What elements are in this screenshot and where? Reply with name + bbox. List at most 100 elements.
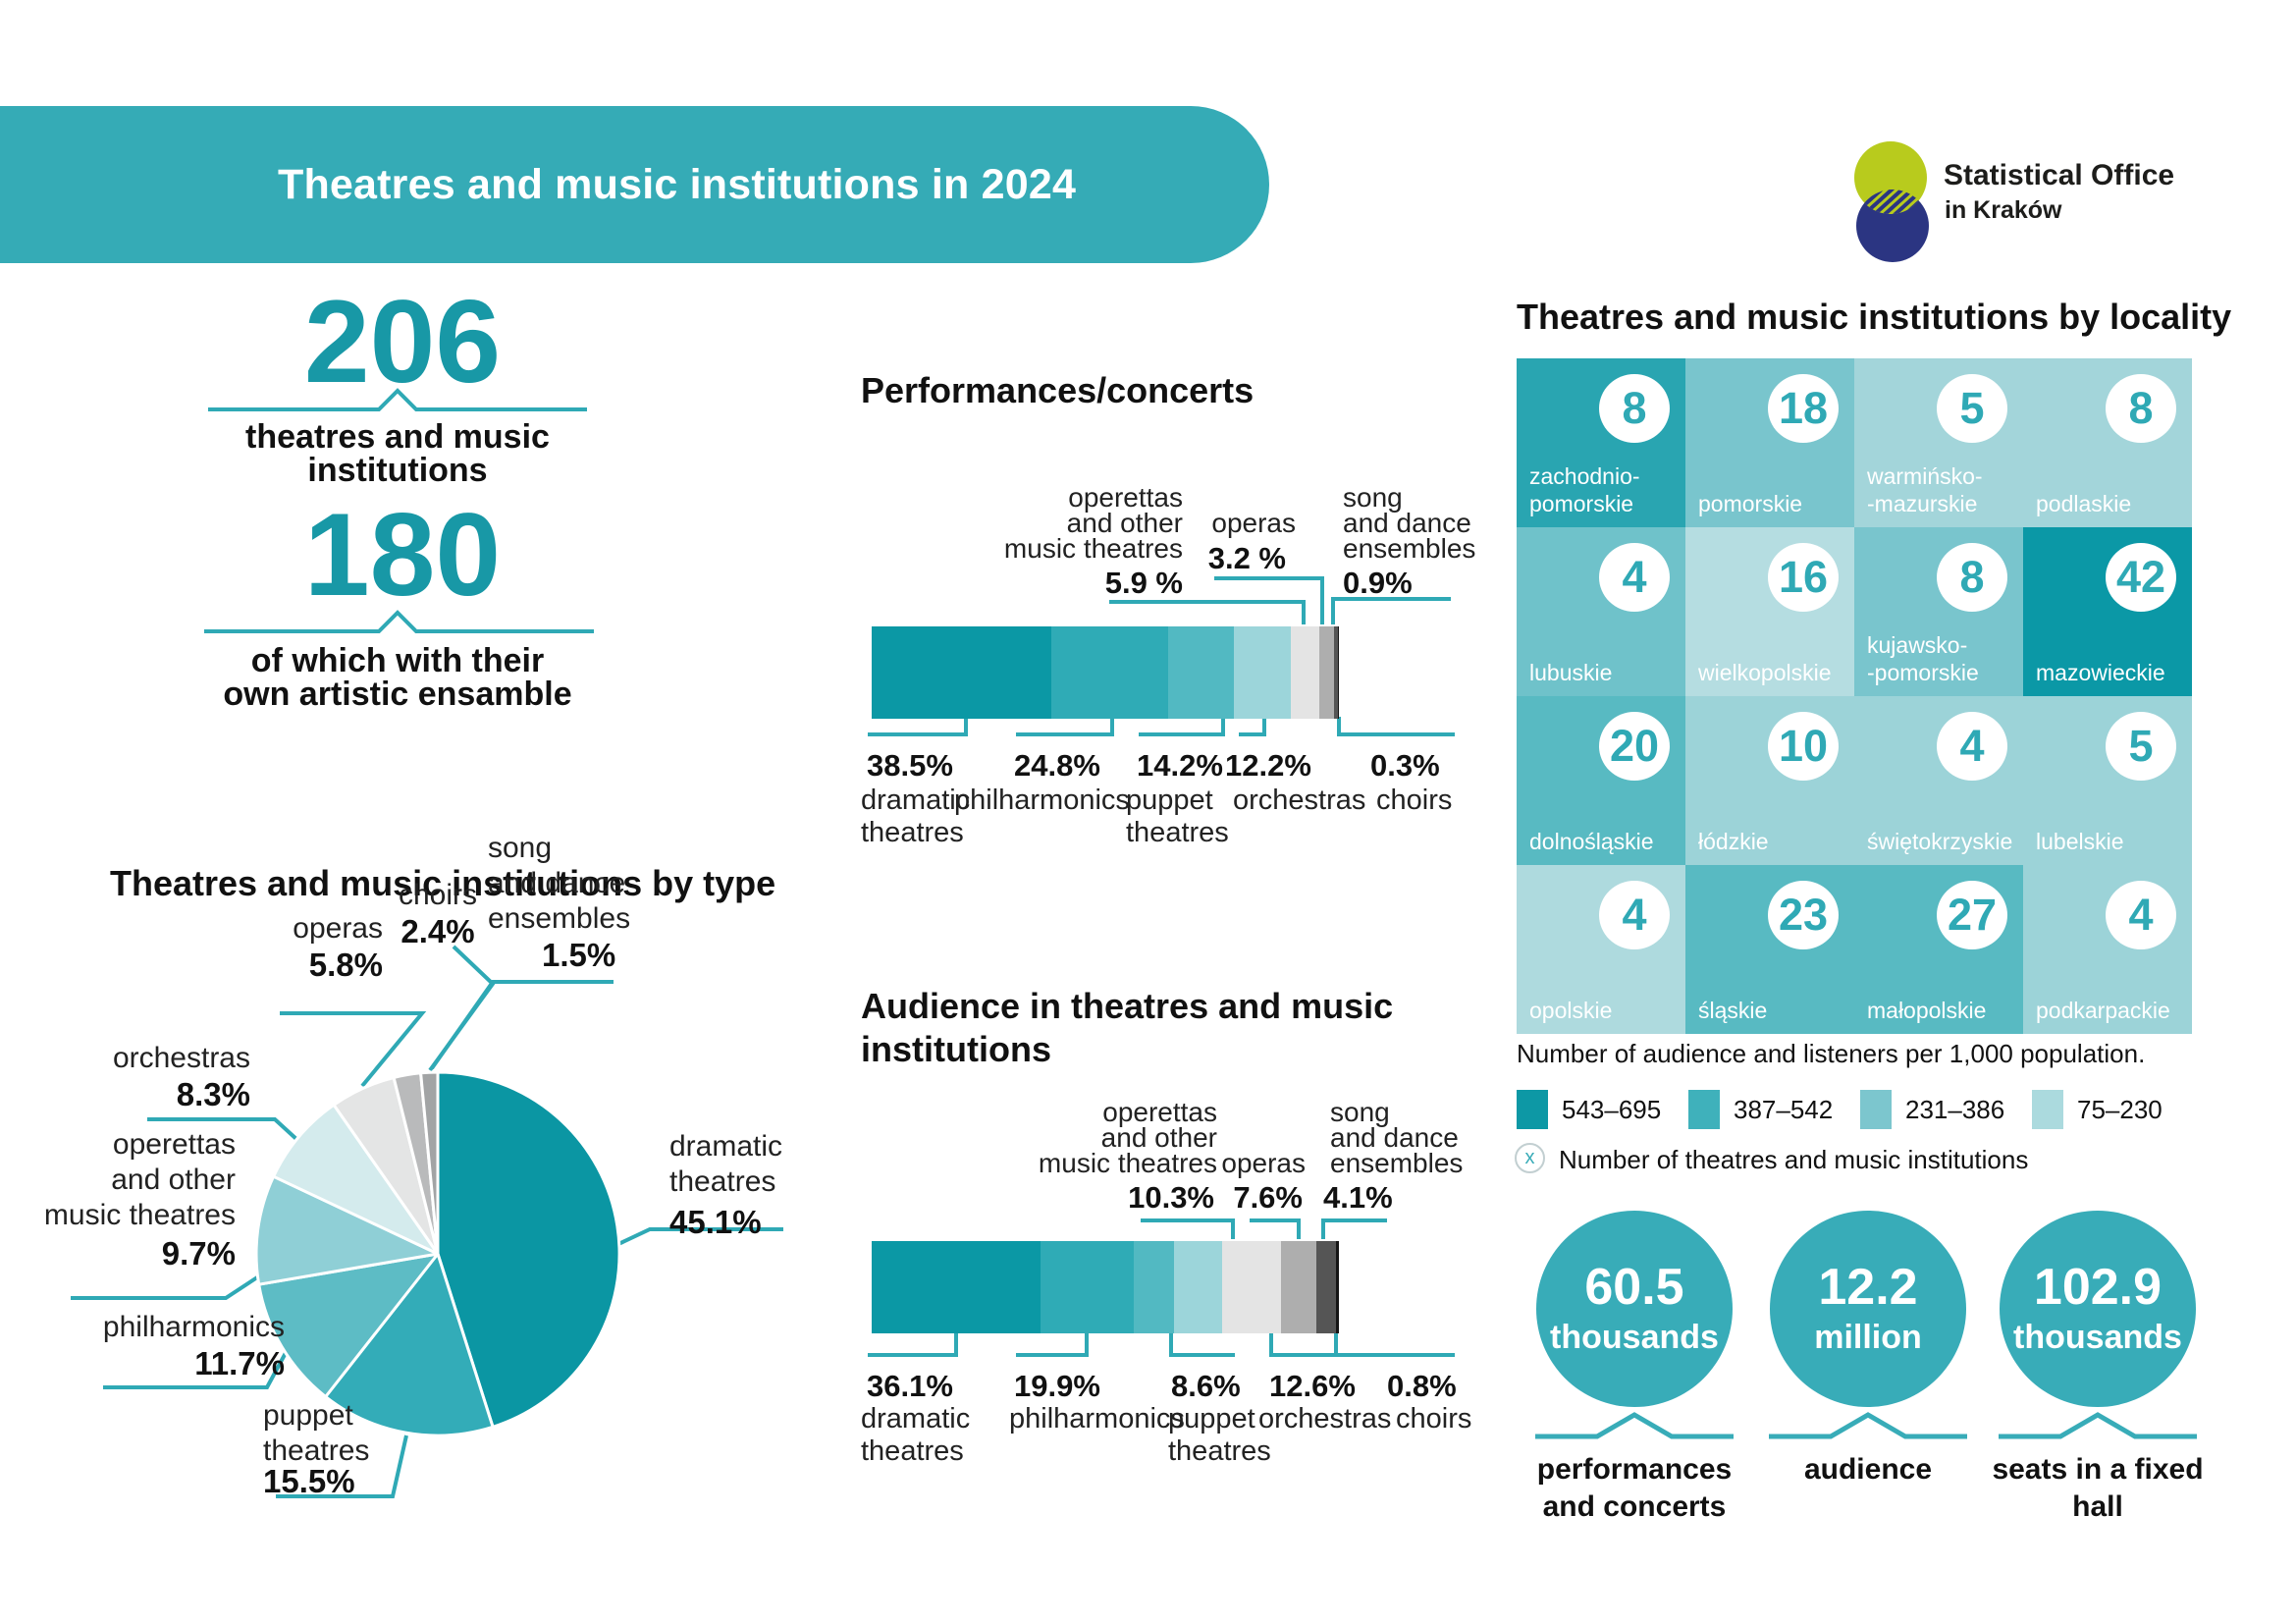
label-line: pomorskie bbox=[1529, 491, 1634, 516]
pie-slice-philharmonics bbox=[257, 1252, 440, 1398]
label-line: podkarpackie bbox=[2036, 998, 2170, 1023]
label-line: choirs bbox=[1396, 1403, 1472, 1435]
bar-segment-operas bbox=[1318, 626, 1334, 719]
leader-line-philharmonics bbox=[103, 1350, 289, 1389]
treemap-value: 16 bbox=[1778, 552, 1829, 602]
label-line: philharmonics bbox=[102, 1311, 285, 1343]
label-line: operettas bbox=[1068, 482, 1183, 513]
treemap-cell-name: zachodnio-pomorskie bbox=[1529, 462, 1640, 517]
summary-circle-performances: 60.5 thousands bbox=[1536, 1211, 1733, 1407]
bar-pct-dramatic-theatres: 36.1% bbox=[867, 1369, 953, 1403]
bar-pct-puppet-theatres: 14.2% bbox=[1137, 748, 1223, 783]
treemap-cell-pomorskie: 18 pomorskie bbox=[1685, 358, 1854, 527]
bar-segment-song-and-dance-ensembles bbox=[1333, 626, 1339, 719]
pie-chart-title: Theatres and music institutions by type bbox=[110, 863, 776, 903]
pie-label-operas: operas bbox=[293, 911, 383, 947]
pie-pct-choirs: 2.4% bbox=[400, 913, 475, 949]
label-line: łódzkie bbox=[1698, 829, 1769, 854]
treemap-cell-opolskie: 4 opolskie bbox=[1517, 865, 1685, 1034]
treemap-cell-name: podlaskie bbox=[2036, 490, 2131, 517]
summary-braces bbox=[1535, 1412, 2197, 1439]
pie-label-song-and-dance-ensembles: song and dance ensembles bbox=[488, 831, 630, 937]
label-line: operettas bbox=[112, 1128, 236, 1161]
pie-pct-operettas-and-other-music-theatres: 9.7% bbox=[161, 1235, 236, 1272]
treemap-value: 4 bbox=[1622, 552, 1647, 602]
brace-line bbox=[1999, 1412, 2197, 1439]
label-line: and other bbox=[111, 1164, 236, 1196]
brace-line bbox=[204, 610, 594, 633]
treemap-value: 42 bbox=[2115, 552, 2166, 602]
legend-swatch-icon bbox=[1688, 1090, 1720, 1129]
label-line: mazowieckie bbox=[2036, 660, 2165, 685]
label-line: philharmonics bbox=[954, 785, 1130, 816]
brace-line bbox=[208, 388, 587, 411]
label-line: świętokrzyskie bbox=[1867, 829, 2013, 854]
label-line: dramatic bbox=[669, 1130, 783, 1163]
pie-chart bbox=[254, 1070, 621, 1437]
label-line: song bbox=[488, 832, 553, 864]
summary-circle-audience: 12.2 million bbox=[1770, 1211, 1966, 1407]
bar-segment-philharmonics bbox=[1051, 626, 1168, 719]
performances-chart-title: Performances/concerts bbox=[861, 370, 1255, 410]
leader-line-puppet-theatres bbox=[1139, 717, 1225, 736]
leader-line-orchestras bbox=[147, 1117, 299, 1142]
value-circle: 5 bbox=[2106, 712, 2176, 781]
label-line: and dance bbox=[1343, 508, 1471, 538]
bar-label-dramatic-theatres: dramatic theatres bbox=[861, 1403, 970, 1468]
treemap-cell-warminsko-mazurskie: 5 warmińsko- -mazurskie bbox=[1854, 358, 2023, 527]
label-line: lubelskie bbox=[2036, 829, 2124, 854]
summary-label-performances: performances and concerts bbox=[1536, 1453, 1733, 1523]
treemap-cell-podlaskie: 8 podlaskie bbox=[2023, 358, 2192, 527]
label-line: theatres bbox=[1168, 1435, 1271, 1467]
label-line: warmińsko- bbox=[1867, 463, 1983, 489]
treemap-value: 20 bbox=[1609, 721, 1660, 771]
bar-segment-choirs bbox=[1335, 1241, 1340, 1333]
pie-label-philharmonics: philharmonics bbox=[103, 1310, 285, 1345]
leader-line-puppet-theatres bbox=[1169, 1331, 1235, 1357]
label-line: ensembles bbox=[1343, 533, 1476, 564]
value-circle: 8 bbox=[1937, 543, 2007, 612]
leader-line-puppet-theatres bbox=[276, 1435, 408, 1498]
label-line: music theatres bbox=[43, 1199, 236, 1231]
audience-stacked-bar bbox=[872, 1241, 1340, 1333]
value-circle: 8 bbox=[1599, 374, 1670, 443]
label-line: -mazurskie bbox=[1867, 491, 1978, 516]
label-line: pomorskie bbox=[1698, 491, 1803, 516]
treemap-cell-name: śląskie bbox=[1698, 997, 1767, 1024]
bar-pct-choirs: 0.8% bbox=[1387, 1369, 1457, 1403]
statistical-office-logo bbox=[1854, 141, 1929, 262]
treemap-cell-dolnoslaskie: 20 dolnośląskie bbox=[1517, 696, 1685, 865]
treemap-cell-name: świętokrzyskie bbox=[1867, 828, 2012, 855]
label-line: śląskie bbox=[1698, 998, 1768, 1023]
summary-label-audience: audience bbox=[1803, 1453, 1933, 1486]
brace-line bbox=[1535, 1412, 1734, 1439]
bar-segment-dramatic-theatres bbox=[872, 1241, 1041, 1333]
value-circle: 4 bbox=[2106, 881, 2176, 949]
label-line: theatres bbox=[263, 1435, 370, 1467]
leader-line-orchestras bbox=[1269, 1331, 1374, 1357]
treemap-value: 8 bbox=[2128, 383, 2154, 433]
treemap-cell-name: mazowieckie bbox=[2036, 659, 2165, 686]
legend-bin-2: 387–542 bbox=[1688, 1090, 1833, 1129]
label-line: kujawsko- bbox=[1867, 632, 1968, 658]
treemap-cell-name: lubuskie bbox=[1529, 659, 1612, 686]
treemap-cell-lubuskie: 4 lubuskie bbox=[1517, 527, 1685, 696]
label-line: and dance bbox=[1330, 1122, 1459, 1153]
bar-label-philharmonics: philharmonics bbox=[954, 785, 1130, 817]
logo-overlap-hatch bbox=[1856, 189, 1927, 214]
value-circle: 18 bbox=[1768, 374, 1839, 443]
pie-pct-puppet-theatres: 15.5% bbox=[263, 1463, 355, 1499]
bar-label-orchestras: orchestras bbox=[1258, 1403, 1391, 1435]
bar-label-operettas-and-other-music-theatres: operettas and other music theatres bbox=[1039, 1099, 1217, 1177]
legend-swatch-icon bbox=[1860, 1090, 1892, 1129]
bar-segment-orchestras bbox=[1234, 626, 1292, 719]
pie-label-dramatic-theatres: dramatic theatres bbox=[669, 1129, 782, 1200]
leader-line-choirs bbox=[428, 945, 496, 1072]
legend-note: Number of audience and listeners per 1,0… bbox=[1517, 1039, 2146, 1068]
treemap-value: 8 bbox=[1622, 383, 1647, 433]
pie-pct-orchestras: 8.3% bbox=[176, 1076, 250, 1112]
value-circle: 8 bbox=[2106, 374, 2176, 443]
label-line: song bbox=[1330, 1097, 1390, 1127]
leader-line-operas bbox=[1250, 1218, 1301, 1239]
